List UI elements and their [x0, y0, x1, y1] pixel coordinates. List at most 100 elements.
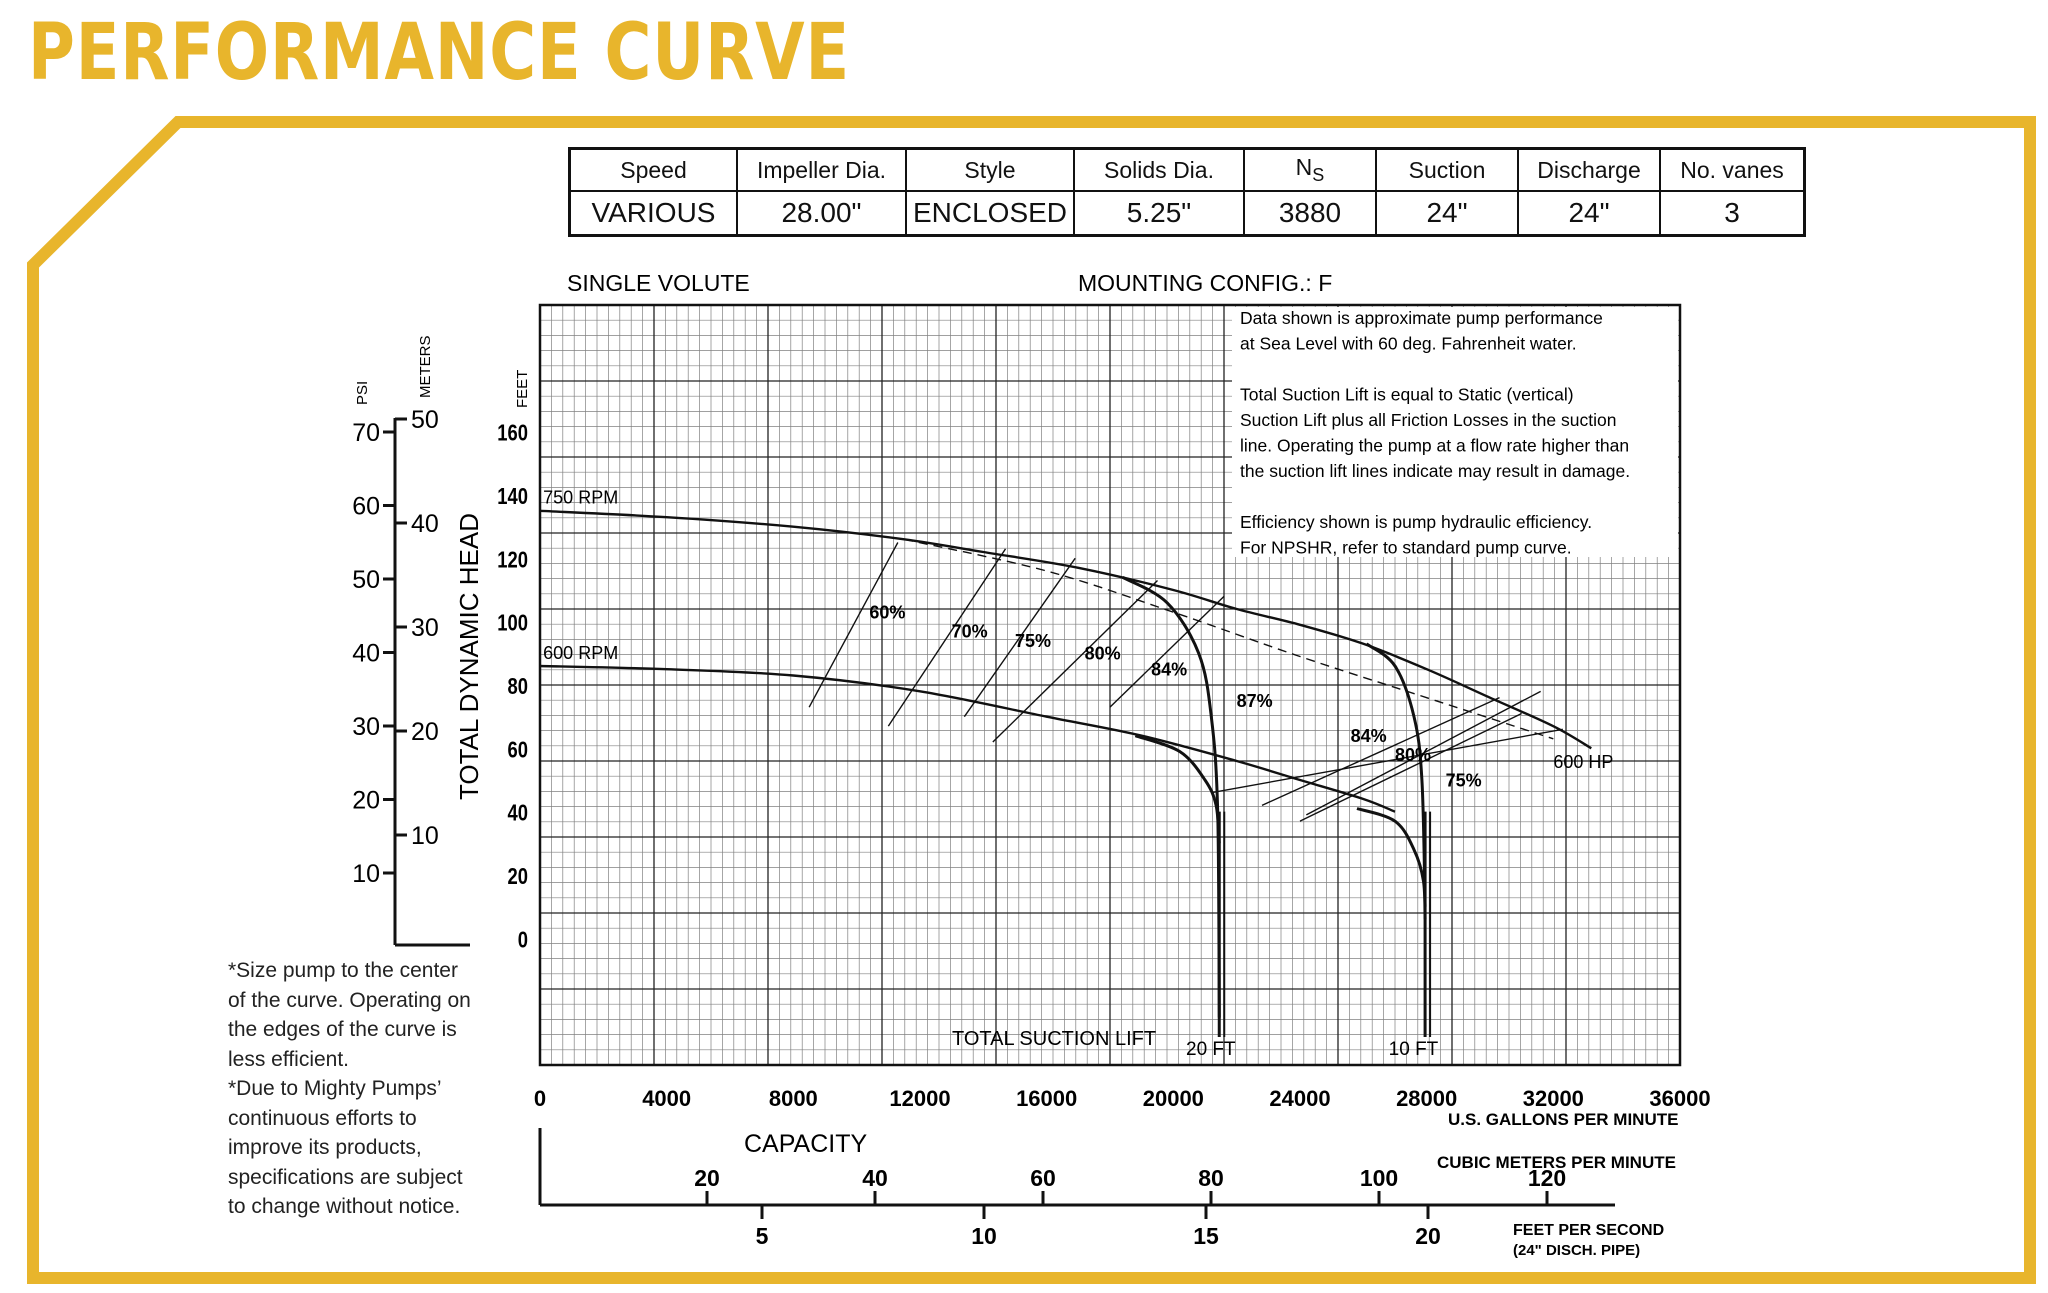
- fps-tick-label: 15: [1193, 1223, 1219, 1249]
- series-line-600-hp: [904, 538, 1554, 740]
- efficiency-line: [1306, 690, 1541, 816]
- cmm-tick-label: 40: [862, 1165, 888, 1191]
- meters-tick-label: 20: [411, 718, 439, 746]
- series-label-750-rpm: 750 RPM: [543, 488, 618, 508]
- chart-labels: 750 RPM 600 RPM 600 HP 60% 70% 75% 80% 84% 87% 84…: [352, 406, 1710, 1249]
- suction-lift-line: [1121, 576, 1221, 1018]
- efficiency-line: [1261, 697, 1500, 806]
- y-tick-label: 40: [508, 801, 528, 826]
- suction-lift-label-10ft: 10 FT: [1389, 1039, 1439, 1060]
- xlabel-gallons: U.S. GALLONS PER MINUTE: [1448, 1110, 1678, 1129]
- psi-tick-label: 40: [352, 640, 380, 668]
- suction-lift-title: TOTAL SUCTION LIFT: [952, 1028, 1156, 1050]
- chart-axes: [383, 417, 1615, 1219]
- cmm-tick-label: 120: [1528, 1165, 1566, 1191]
- note-line: line. Operating the pump at a flow rate …: [1240, 436, 1629, 456]
- header-mounting-config: MOUNTING CONFIG.: F: [1078, 270, 1332, 296]
- series-label-600-hp: 600 HP: [1553, 752, 1613, 772]
- chart-curves: [539, 509, 1592, 1037]
- footnote-line: *Due to Mighty Pumps’: [228, 1077, 442, 1100]
- efficiency-label: 80%: [1395, 745, 1431, 765]
- x-tick-label: 8000: [769, 1086, 818, 1111]
- psi-tick-label: 10: [352, 860, 380, 888]
- spec-header-ns: NS: [1243, 147, 1377, 192]
- series-line-600-rpm: [539, 664, 1396, 813]
- efficiency-line: [1299, 712, 1522, 822]
- spec-value-impeller: 28.00": [736, 190, 907, 237]
- efficiency-line: [963, 557, 1076, 718]
- spec-header-solids: Solids Dia.: [1073, 147, 1245, 192]
- header-single-volute: SINGLE VOLUTE: [567, 270, 750, 296]
- series-label-600-rpm: 600 RPM: [543, 643, 618, 663]
- psi-tick-label: 30: [352, 713, 380, 741]
- capacity-label: CAPACITY: [744, 1130, 867, 1158]
- x-tick-label: 24000: [1269, 1086, 1330, 1111]
- y-tick-label: 0: [518, 927, 528, 952]
- footnote-line: specifications are subject: [228, 1165, 463, 1189]
- page-title: PERFORMANCE CURVE: [28, 8, 850, 98]
- x-tick-label: 4000: [642, 1086, 691, 1111]
- footnote-line: less efficient.: [228, 1047, 350, 1071]
- note-line: the suction lift lines indicate may resu…: [1240, 461, 1630, 481]
- psi-tick-label: 70: [352, 419, 380, 447]
- efficiency-line: [992, 580, 1158, 743]
- psi-tick-label: 50: [352, 566, 380, 594]
- x-tick-label: 12000: [889, 1086, 950, 1111]
- spec-value-style: ENCLOSED: [905, 190, 1075, 237]
- spec-header-discharge: Discharge: [1517, 147, 1661, 192]
- spec-value-ns: 3880: [1243, 190, 1377, 237]
- x-tick-label: 0: [534, 1086, 546, 1111]
- ylabel-feet-unit: FEET: [514, 370, 531, 408]
- psi-tick-label: 60: [352, 493, 380, 521]
- note-line: Data shown is approximate pump performan…: [1240, 308, 1603, 328]
- efficiency-line: [1211, 728, 1563, 794]
- notes-background: [1232, 307, 1678, 557]
- footnote-line: *Size pump to the center: [228, 959, 458, 982]
- cmm-tick-label: 100: [1360, 1165, 1398, 1191]
- efficiency-label: 75%: [1015, 631, 1051, 651]
- meters-tick-label: 10: [411, 822, 439, 850]
- note-line: Efficiency shown is pump hydraulic effic…: [1240, 512, 1592, 532]
- suction-lift-line: [1134, 734, 1221, 844]
- spec-value-solids: 5.25": [1073, 190, 1245, 237]
- y-tick-label: 20: [508, 864, 528, 889]
- note-line: For NPSHR, refer to standard pump curve.: [1240, 538, 1572, 558]
- y-tick-label: 80: [508, 674, 528, 699]
- spec-header-style: Style: [905, 147, 1075, 192]
- efficiency-label: 84%: [1351, 726, 1387, 746]
- psi-tick-label: 20: [352, 787, 380, 815]
- footnote: *Size pump to the center of the curve. O…: [228, 956, 488, 1222]
- fps-axis-label: FEET PER SECOND: [1513, 1222, 1664, 1239]
- cmm-tick-label: 80: [1198, 1165, 1224, 1191]
- spec-table: Speed Impeller Dia. Style Solids Dia. NS…: [568, 147, 1806, 237]
- cmm-tick-label: 20: [694, 1165, 720, 1191]
- suction-lift-line: [1356, 807, 1427, 920]
- spec-value-discharge: 24": [1517, 190, 1661, 237]
- suction-lift-label-20ft: 20 FT: [1186, 1039, 1236, 1060]
- fps-tick-label: 10: [971, 1223, 997, 1249]
- spec-value-speed: VARIOUS: [568, 190, 738, 237]
- y-tick-label: 60: [508, 737, 528, 762]
- footnote-line: improve its products,: [228, 1136, 422, 1159]
- x-tick-label: 32000: [1523, 1086, 1584, 1111]
- efficiency-label: 87%: [1237, 691, 1273, 711]
- efficiency-label: 84%: [1151, 660, 1187, 680]
- spec-header-speed: Speed: [568, 147, 738, 192]
- y-tick-label: 140: [497, 484, 528, 509]
- efficiency-label: 60%: [869, 603, 905, 623]
- efficiency-line: [887, 548, 1007, 727]
- x-tick-label: 16000: [1016, 1086, 1077, 1111]
- efficiency-line: [808, 542, 899, 708]
- fps-axis-sublabel: (24" DISCH. PIPE): [1513, 1242, 1640, 1259]
- spec-header-ns-main: N: [1295, 154, 1313, 180]
- footnote-line: of the curve. Operating on: [228, 988, 471, 1012]
- spec-header-impeller: Impeller Dia.: [736, 147, 907, 192]
- y-tick-label: 120: [497, 547, 528, 572]
- cmm-tick-label: 60: [1030, 1165, 1056, 1191]
- y-tick-label: 100: [497, 611, 528, 636]
- plot-frame: [538, 303, 1682, 1067]
- footnote-line: to change without notice.: [228, 1195, 461, 1218]
- fps-tick-label: 20: [1415, 1223, 1441, 1249]
